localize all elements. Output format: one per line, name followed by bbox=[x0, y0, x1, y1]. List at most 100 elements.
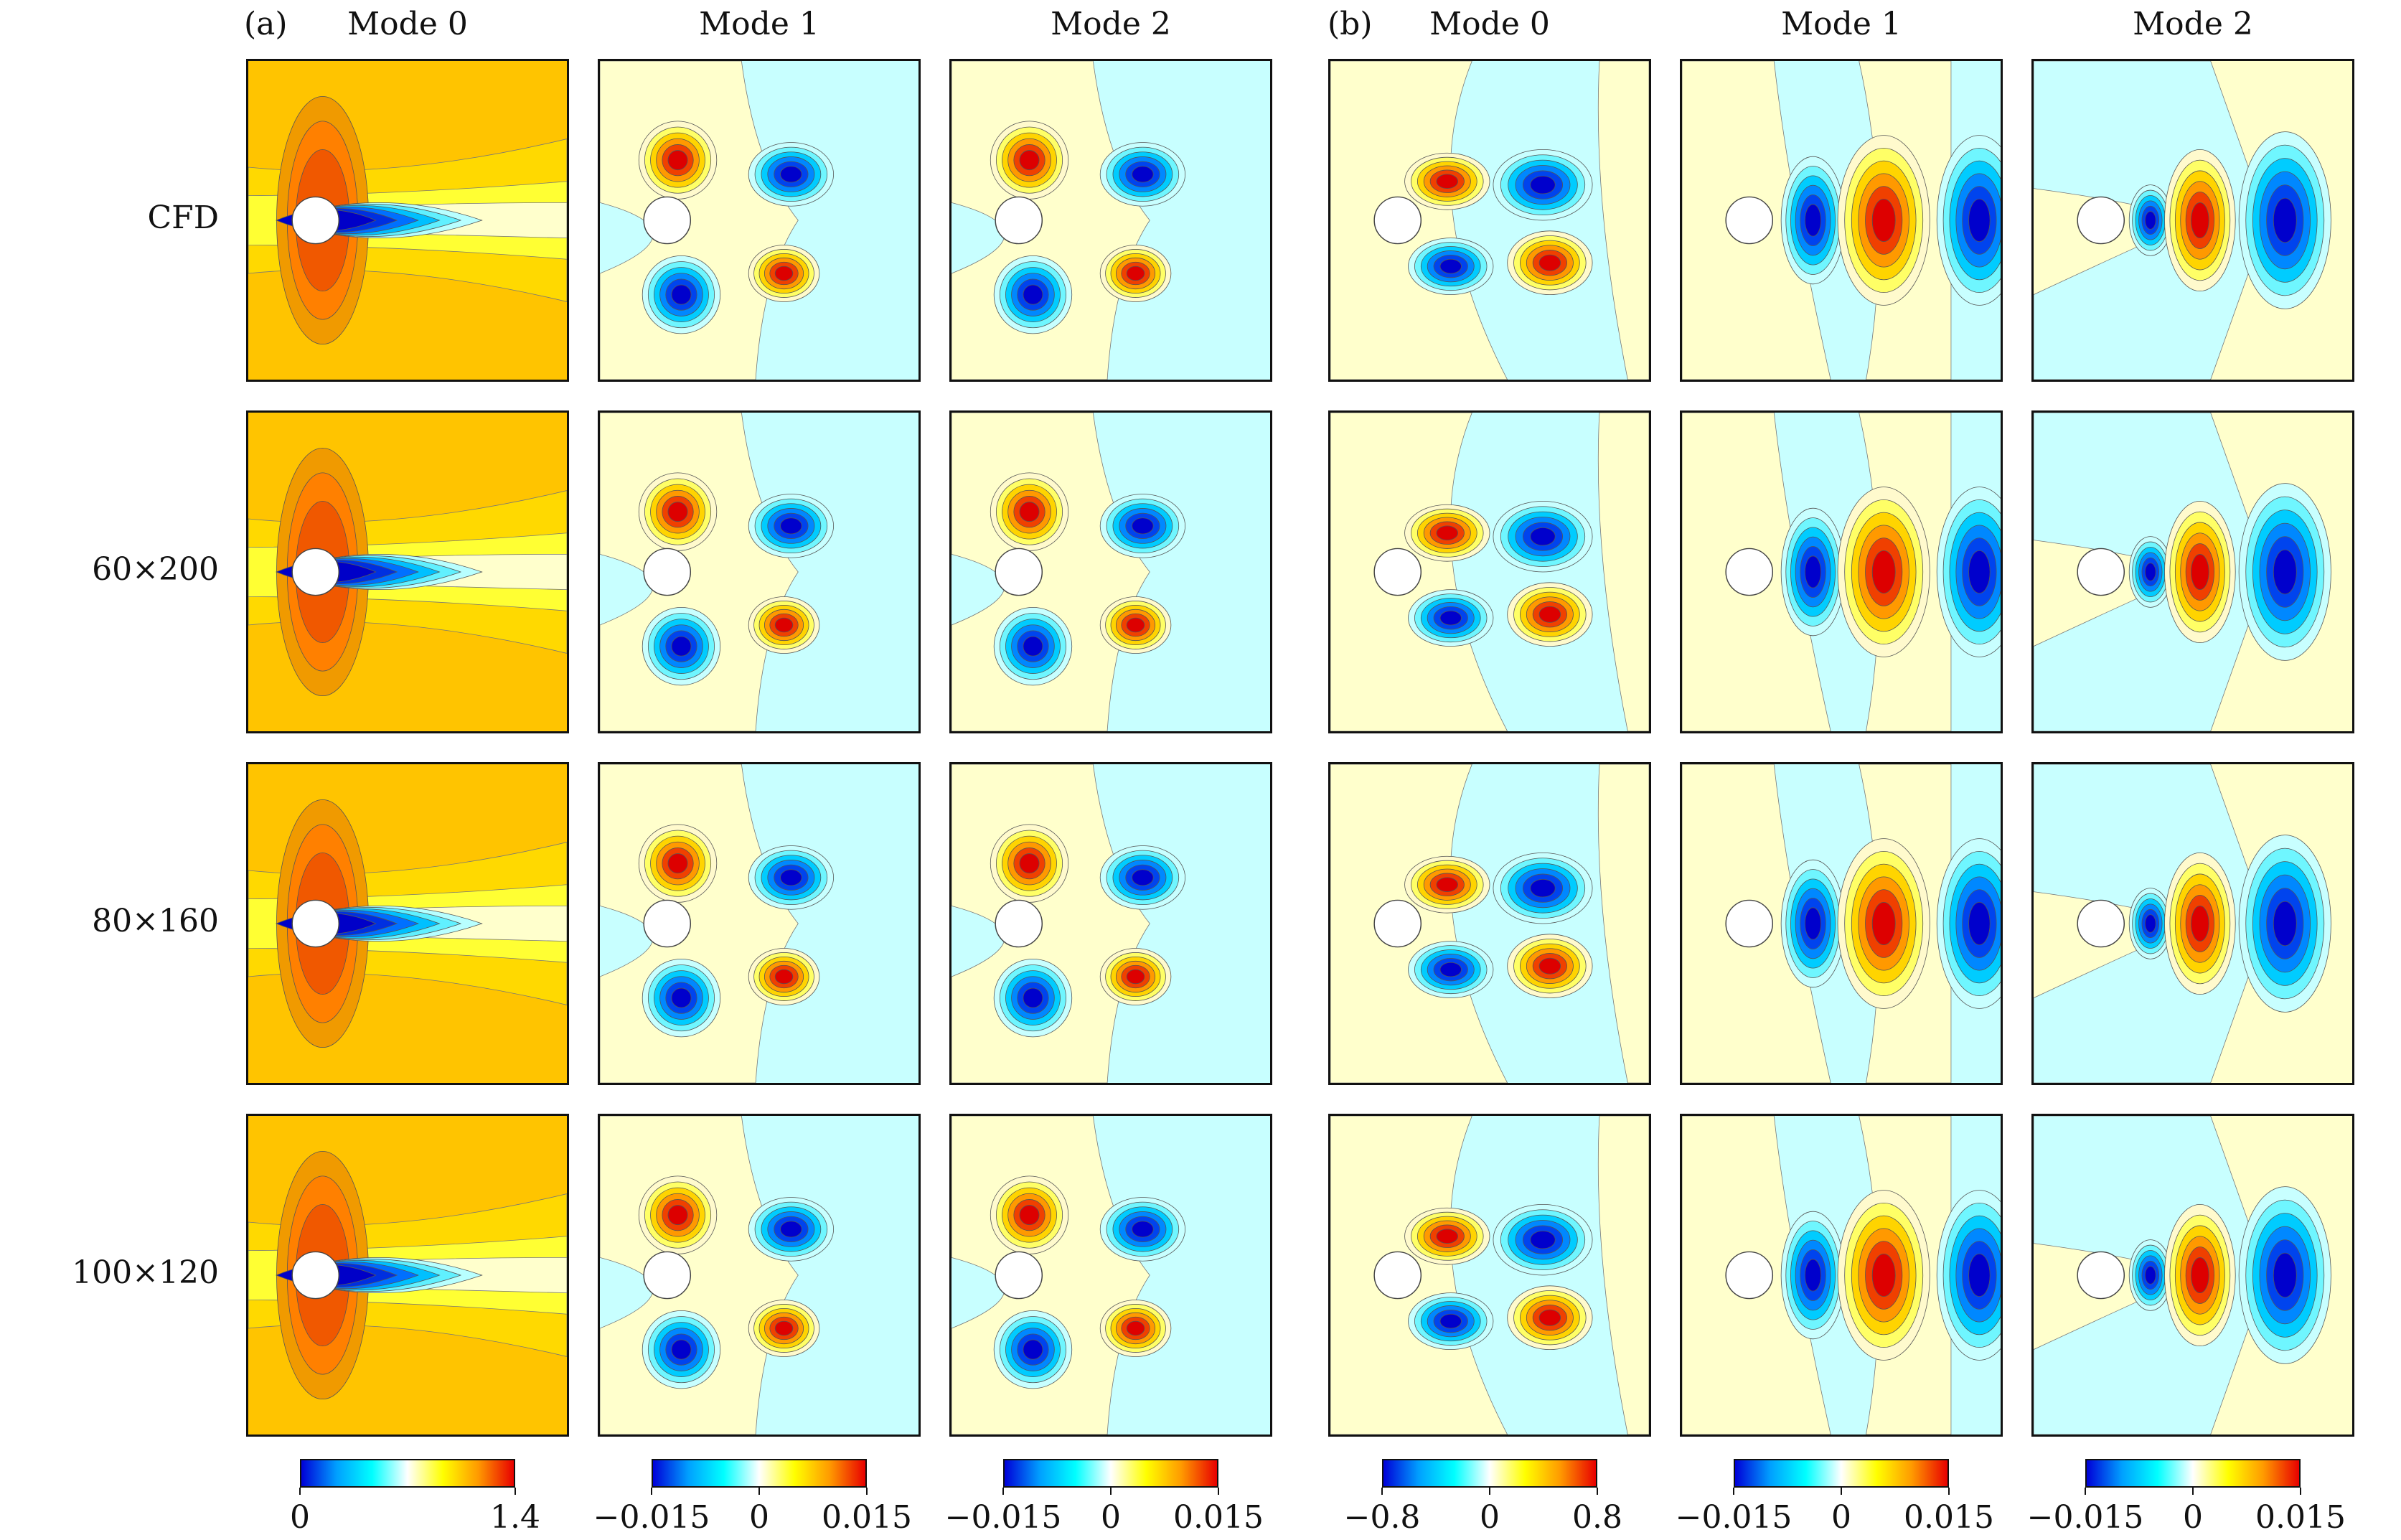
contour-plot bbox=[952, 413, 1270, 731]
positive-contour bbox=[1538, 957, 1561, 975]
negative-contour bbox=[2145, 1266, 2156, 1285]
cylinder bbox=[995, 899, 1043, 948]
cylinder bbox=[1373, 196, 1422, 245]
contour-plot bbox=[1330, 413, 1649, 731]
cylinder bbox=[643, 196, 692, 245]
contour-panel bbox=[1328, 59, 1651, 382]
column-title: Mode 2 bbox=[1051, 6, 1171, 42]
negative-contour bbox=[780, 869, 802, 886]
colorbar bbox=[652, 1459, 867, 1488]
cylinder bbox=[1725, 196, 1774, 245]
cylinder bbox=[995, 1251, 1043, 1300]
cylinder bbox=[291, 196, 340, 245]
colorbar-tick bbox=[2300, 1488, 2301, 1495]
positive-contour bbox=[1019, 853, 1040, 874]
negative-contour bbox=[1023, 987, 1043, 1008]
colorbar-tick-label: 0.015 bbox=[2255, 1499, 2346, 1536]
contour-panel bbox=[1680, 59, 2003, 382]
cylinder bbox=[1373, 548, 1422, 596]
cylinder bbox=[995, 196, 1043, 245]
negative-contour bbox=[1439, 962, 1462, 977]
cylinder bbox=[643, 899, 692, 948]
colorbar bbox=[300, 1459, 515, 1488]
colorbar-tick bbox=[2192, 1488, 2194, 1495]
cylinder bbox=[995, 548, 1043, 596]
positive-contour bbox=[1538, 606, 1561, 623]
cylinder bbox=[2077, 899, 2125, 948]
positive-contour bbox=[1871, 550, 1896, 593]
cylinder bbox=[643, 548, 692, 596]
contour-panel bbox=[1328, 1114, 1651, 1437]
negative-contour bbox=[2145, 914, 2156, 933]
positive-contour bbox=[667, 1205, 688, 1226]
colorbar-tick bbox=[651, 1488, 652, 1495]
column-title: Mode 2 bbox=[2133, 6, 2253, 42]
positive-contour bbox=[667, 853, 688, 874]
colorbar-tick bbox=[1381, 1488, 1383, 1495]
negative-contour bbox=[1023, 636, 1043, 657]
contour-panel bbox=[949, 762, 1272, 1085]
contour-plot bbox=[248, 1116, 567, 1435]
negative-contour bbox=[671, 987, 692, 1008]
colorbar-tick bbox=[299, 1488, 301, 1495]
positive-contour bbox=[774, 617, 794, 633]
contour-panel bbox=[949, 59, 1272, 382]
negative-contour bbox=[1023, 1339, 1043, 1360]
colorbar-tick-label: 1.4 bbox=[490, 1499, 540, 1536]
cylinder bbox=[1373, 899, 1422, 948]
positive-contour bbox=[1871, 1254, 1896, 1297]
negative-contour bbox=[780, 1221, 802, 1238]
cylinder bbox=[643, 1251, 692, 1300]
negative-contour bbox=[1132, 166, 1154, 183]
positive-contour bbox=[774, 969, 794, 985]
positive-contour bbox=[774, 1320, 794, 1336]
contour-plot bbox=[1330, 1116, 1649, 1435]
contour-panel bbox=[246, 59, 569, 382]
negative-contour bbox=[2145, 563, 2156, 581]
contour-plot bbox=[1682, 764, 2001, 1083]
row-label: 80×160 bbox=[92, 903, 219, 939]
contour-plot bbox=[2034, 413, 2352, 731]
contour-panel bbox=[949, 410, 1272, 733]
contour-plot bbox=[1682, 413, 2001, 731]
contour-plot bbox=[248, 61, 567, 380]
colorbar-tick bbox=[1733, 1488, 1734, 1495]
negative-contour bbox=[1968, 902, 1991, 945]
contour-panel bbox=[949, 1114, 1272, 1437]
colorbar-tick-label: 0 bbox=[749, 1499, 769, 1536]
column-title: Mode 1 bbox=[699, 6, 819, 42]
colorbar-tick-label: 0.015 bbox=[1904, 1499, 1994, 1536]
colorbar-tick-label: −0.015 bbox=[593, 1499, 710, 1536]
positive-contour bbox=[1436, 877, 1458, 892]
negative-contour bbox=[1968, 550, 1991, 593]
contour-plot bbox=[952, 764, 1270, 1083]
cylinder bbox=[2077, 548, 2125, 596]
negative-contour bbox=[2273, 1252, 2297, 1298]
negative-contour bbox=[1805, 204, 1822, 237]
colorbar-tick bbox=[758, 1488, 760, 1495]
contour-plot bbox=[600, 1116, 918, 1435]
positive-contour bbox=[2191, 202, 2209, 239]
cylinder bbox=[2077, 196, 2125, 245]
contour-panel bbox=[2031, 762, 2354, 1085]
colorbar-tick-label: 0 bbox=[2183, 1499, 2203, 1536]
contour-panel bbox=[598, 59, 921, 382]
cylinder bbox=[1725, 1251, 1774, 1300]
colorbar-tick-label: 0.015 bbox=[822, 1499, 912, 1536]
positive-contour bbox=[2191, 553, 2209, 591]
column-title: Mode 0 bbox=[347, 6, 468, 42]
positive-contour bbox=[1126, 969, 1145, 985]
colorbar-tick bbox=[866, 1488, 868, 1495]
column-title: Mode 1 bbox=[1781, 6, 1902, 42]
colorbar-tick-label: −0.015 bbox=[2026, 1499, 2144, 1536]
contour-panel bbox=[1680, 410, 2003, 733]
negative-contour bbox=[780, 166, 802, 183]
colorbar-tick-label: 0 bbox=[290, 1499, 310, 1536]
colorbar-tick-label: −0.015 bbox=[944, 1499, 1062, 1536]
row-label: CFD bbox=[147, 199, 219, 236]
negative-contour bbox=[2273, 197, 2297, 243]
colorbar bbox=[1003, 1459, 1218, 1488]
negative-contour bbox=[671, 1339, 692, 1360]
negative-contour bbox=[1530, 1230, 1556, 1249]
colorbar-tick-label: 0 bbox=[1480, 1499, 1500, 1536]
